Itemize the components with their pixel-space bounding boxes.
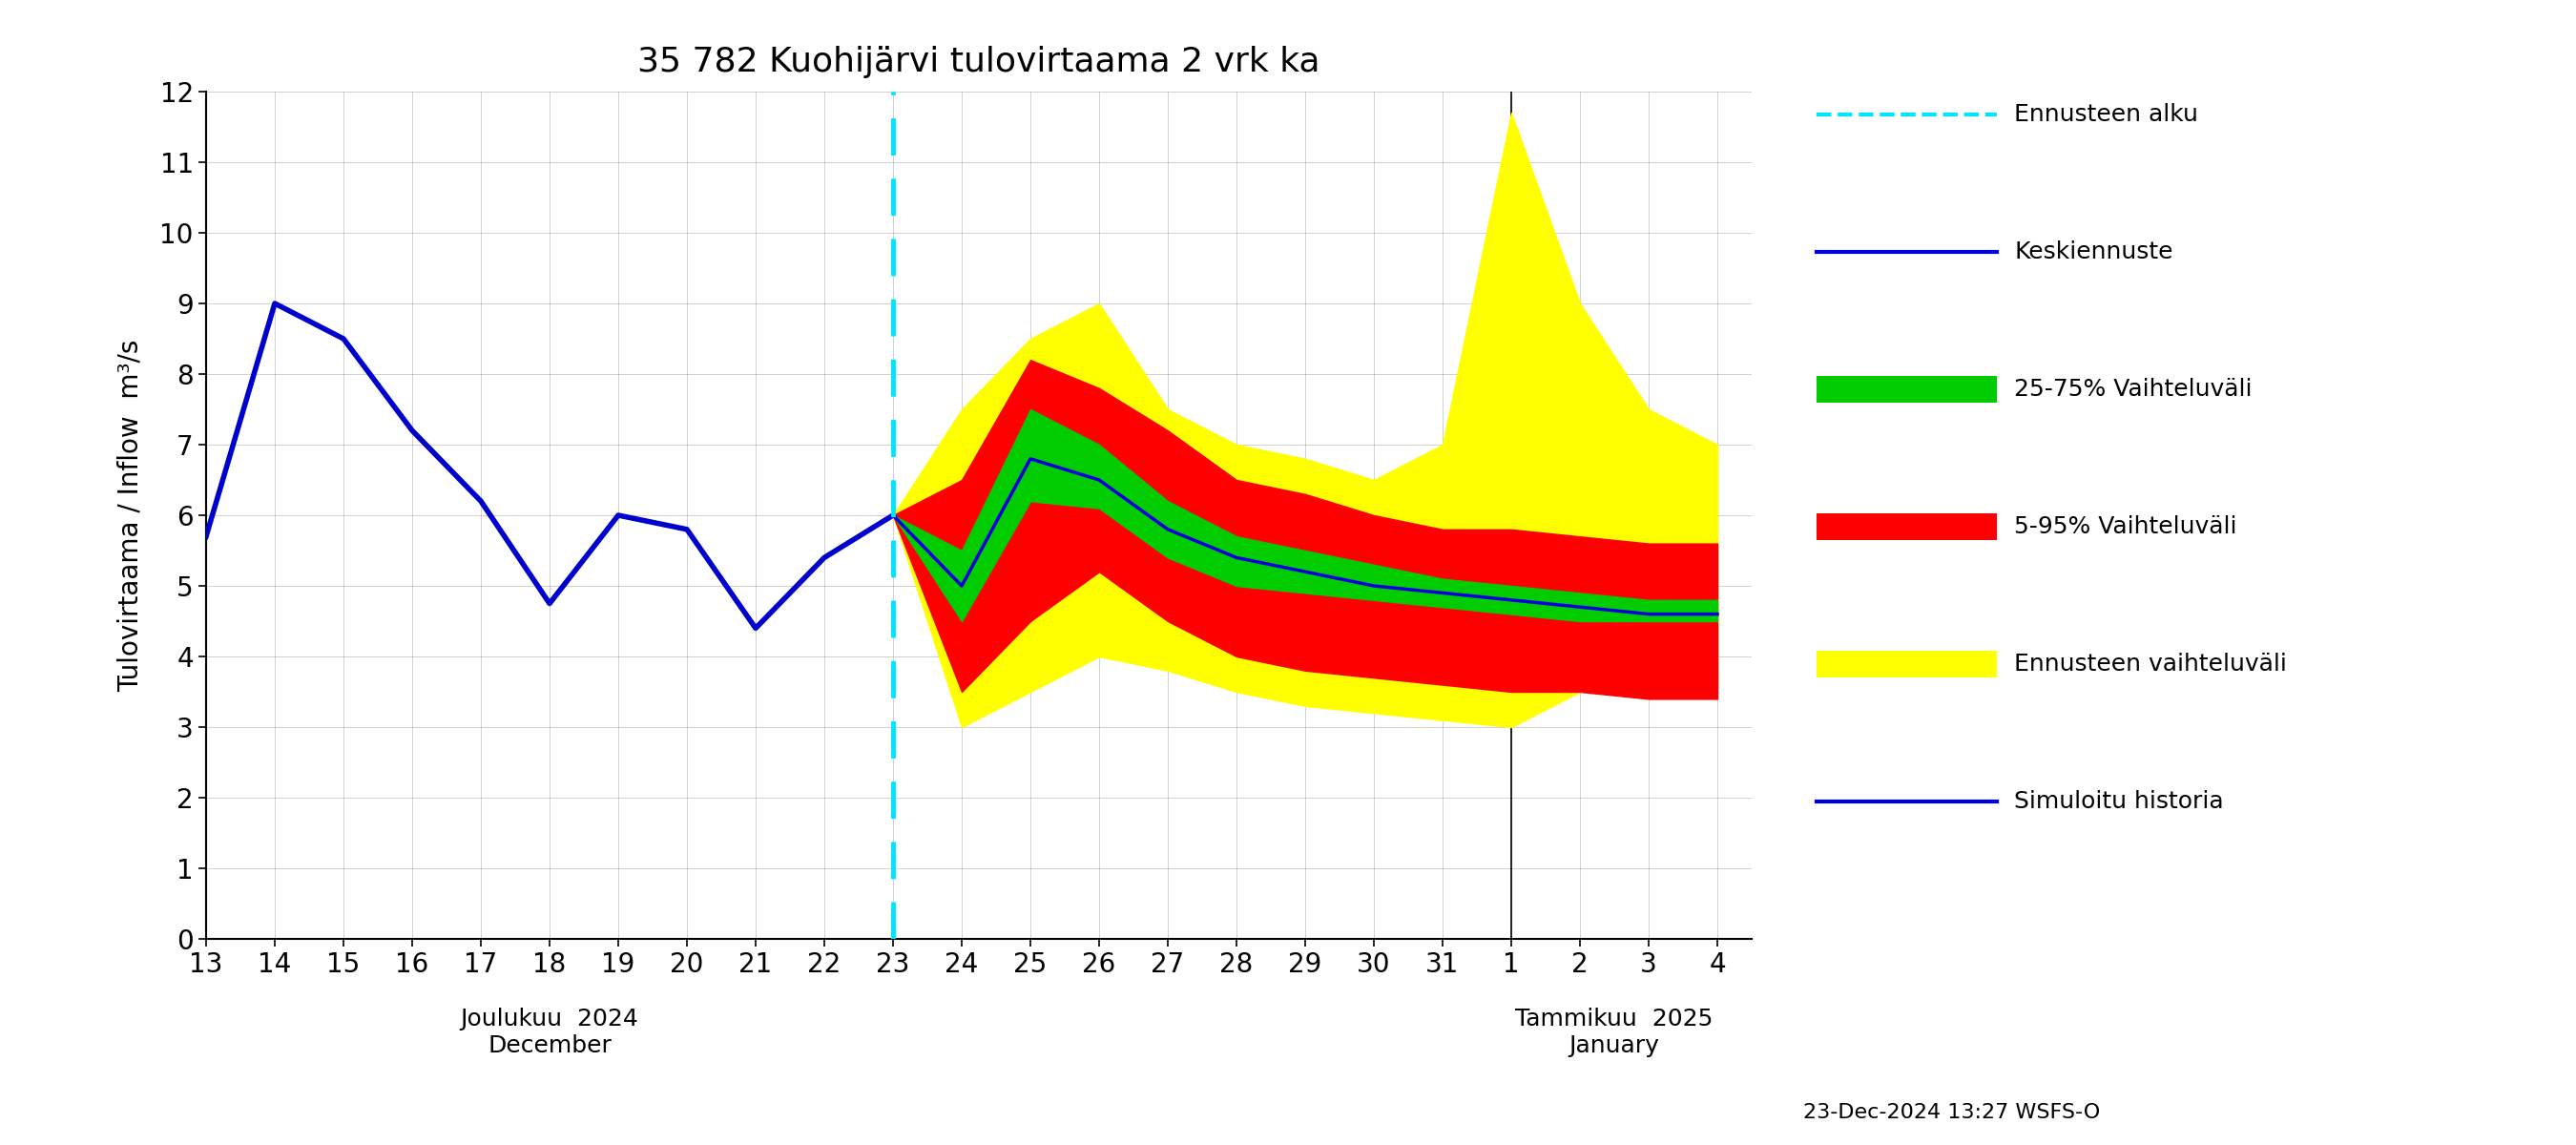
Text: Tammikuu  2025
January: Tammikuu 2025 January [1515,1008,1713,1057]
Text: 23-Dec-2024 13:27 WSFS-O: 23-Dec-2024 13:27 WSFS-O [1803,1103,2099,1122]
Text: Ennusteen alku: Ennusteen alku [2014,103,2197,126]
Text: 5-95% Vaihteluväli: 5-95% Vaihteluväli [2014,515,2236,538]
Text: Ennusteen vaihteluväli: Ennusteen vaihteluväli [2014,653,2287,676]
Text: Joulukuu  2024
December: Joulukuu 2024 December [461,1008,639,1057]
Text: Simuloitu historia: Simuloitu historia [2014,790,2223,813]
Title: 35 782 Kuohijärvi tulovirtaama 2 vrk ka: 35 782 Kuohijärvi tulovirtaama 2 vrk ka [639,46,1319,78]
Text: 25-75% Vaihteluväli: 25-75% Vaihteluväli [2014,378,2251,401]
Y-axis label: Tulovirtaama / Inflow  m³/s: Tulovirtaama / Inflow m³/s [116,339,144,692]
Text: Keskiennuste: Keskiennuste [2014,240,2174,263]
